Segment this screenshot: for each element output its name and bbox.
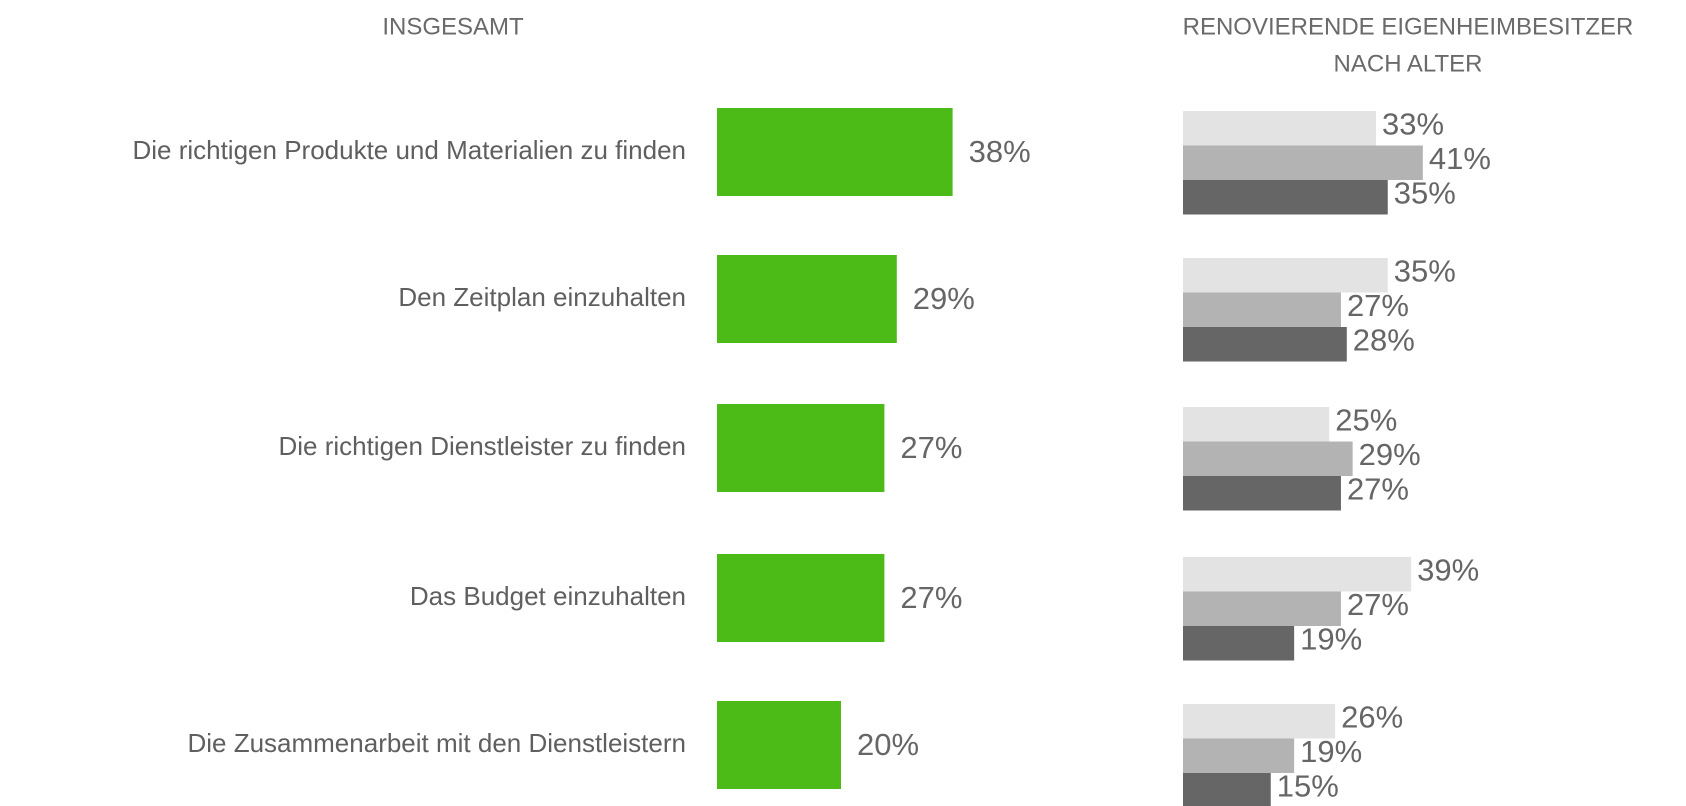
bar bbox=[1183, 738, 1295, 773]
value-label: 19% bbox=[1300, 734, 1362, 769]
value-label: 29% bbox=[1359, 437, 1421, 472]
value-label: 38% bbox=[969, 134, 1031, 169]
bar bbox=[1183, 591, 1341, 626]
chart-title: NACH ALTER bbox=[1334, 50, 1483, 77]
value-label: 20% bbox=[857, 727, 919, 762]
chart-title: RENOVIERENDE EIGENHEIMBESITZER bbox=[1183, 13, 1634, 40]
category-label: Die Zusammenarbeit mit den Dienstleister… bbox=[187, 728, 686, 758]
category-label: Die richtigen Produkte und Materialien z… bbox=[132, 135, 686, 165]
chart-title: INSGESAMT bbox=[382, 13, 524, 40]
bar bbox=[1183, 292, 1341, 327]
bar bbox=[717, 255, 897, 343]
value-label: 27% bbox=[1347, 587, 1409, 622]
bar bbox=[1183, 557, 1412, 592]
bar bbox=[717, 554, 885, 642]
category-label: Die richtigen Dienstleister zu finden bbox=[278, 431, 686, 461]
bar bbox=[1183, 704, 1336, 739]
value-label: 15% bbox=[1277, 768, 1339, 803]
bar bbox=[717, 701, 841, 789]
value-label: 35% bbox=[1394, 175, 1456, 210]
value-label: 35% bbox=[1394, 253, 1456, 288]
bar bbox=[1183, 773, 1271, 806]
value-label: 19% bbox=[1300, 621, 1362, 656]
value-label: 39% bbox=[1417, 552, 1479, 587]
bar bbox=[1183, 407, 1330, 442]
bar bbox=[1183, 626, 1295, 661]
value-label: 27% bbox=[900, 430, 962, 465]
category-label: Das Budget einzuhalten bbox=[410, 581, 686, 611]
bar bbox=[1183, 441, 1353, 476]
bar bbox=[1183, 180, 1388, 215]
category-label: Den Zeitplan einzuhalten bbox=[398, 282, 686, 312]
bar bbox=[717, 108, 953, 196]
bar bbox=[1183, 111, 1377, 146]
value-label: 26% bbox=[1341, 699, 1403, 734]
bar bbox=[1183, 327, 1347, 362]
value-label: 28% bbox=[1353, 322, 1415, 357]
value-label: 33% bbox=[1382, 106, 1444, 141]
value-label: 25% bbox=[1335, 402, 1397, 437]
bar bbox=[1183, 476, 1341, 511]
bar bbox=[1183, 145, 1423, 180]
value-label: 27% bbox=[1347, 288, 1409, 323]
value-label: 29% bbox=[913, 281, 975, 316]
value-label: 27% bbox=[1347, 471, 1409, 506]
bar bbox=[717, 404, 885, 492]
bar bbox=[1183, 258, 1388, 293]
value-label: 41% bbox=[1429, 141, 1491, 176]
value-label: 27% bbox=[900, 580, 962, 615]
